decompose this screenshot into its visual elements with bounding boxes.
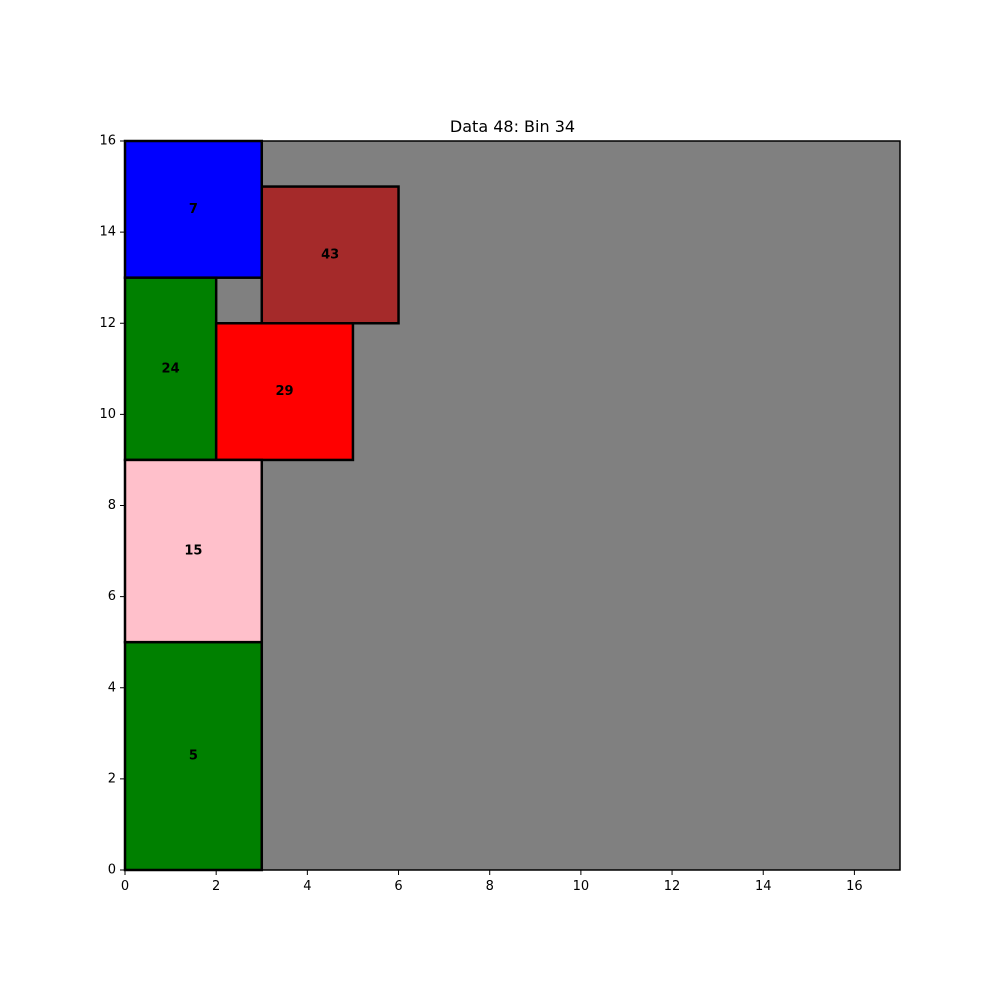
item-7-label: 7 [189, 202, 198, 217]
item-29-label: 29 [276, 384, 294, 399]
y-tick-label: 4 [108, 680, 116, 695]
y-tick-label: 14 [99, 225, 116, 240]
x-tick-label: 8 [486, 879, 494, 894]
x-axis: 0 2 4 6 8 10 12 14 16 [121, 870, 863, 894]
y-tick-label: 2 [108, 771, 116, 786]
y-axis: 0 2 4 6 8 10 12 14 16 [99, 134, 125, 878]
item-43-rect [260, 185, 400, 325]
x-tick-label: 12 [664, 879, 681, 894]
item-29-rect [214, 322, 355, 462]
x-tick-label: 16 [846, 879, 863, 894]
items-layer [123, 139, 400, 872]
y-tick-label: 10 [99, 407, 116, 422]
y-tick-label: 6 [108, 589, 116, 604]
item-15-label: 15 [184, 544, 202, 559]
x-tick-label: 0 [121, 879, 129, 894]
item-24-label: 24 [162, 361, 180, 376]
x-tick-label: 2 [212, 879, 220, 894]
y-tick-label: 16 [99, 134, 116, 149]
item-43-label: 43 [321, 247, 339, 262]
item-5-label: 5 [189, 749, 198, 764]
x-tick-label: 6 [394, 879, 402, 894]
y-tick-label: 8 [108, 498, 116, 513]
x-tick-label: 10 [573, 879, 590, 894]
item-7-rect [123, 139, 264, 279]
y-tick-label: 0 [108, 863, 116, 878]
x-tick-label: 4 [303, 879, 311, 894]
chart-title: Data 48: Bin 34 [450, 117, 575, 136]
x-tick-label: 14 [755, 879, 772, 894]
item-labels-layer: 7 43 24 29 15 5 [162, 202, 340, 764]
y-tick-label: 12 [99, 316, 116, 331]
item-24-rect [123, 276, 218, 462]
